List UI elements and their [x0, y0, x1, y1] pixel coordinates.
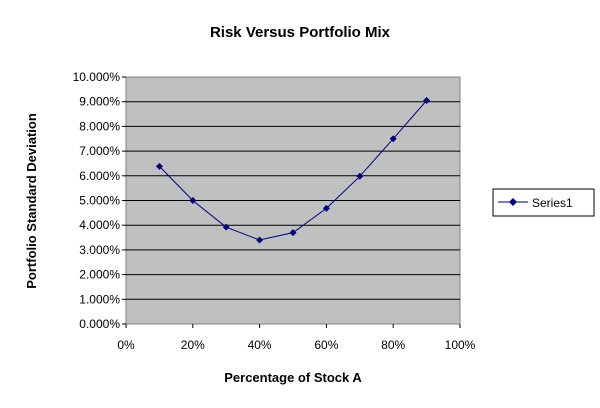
data-point [222, 223, 230, 231]
data-point [423, 96, 431, 104]
x-tick-label: 20% [181, 338, 205, 352]
data-point [389, 135, 397, 143]
data-point [289, 229, 297, 237]
data-point [256, 236, 264, 244]
y-tick-label: 6.000% [79, 169, 120, 183]
legend-label: Series1 [532, 196, 573, 210]
data-point [155, 162, 163, 170]
data-point [356, 172, 364, 180]
x-tick-label: 80% [381, 338, 405, 352]
y-axis-ticks: 0.000% 1.000% 2.000% 3.000% 4.000% 5.000% 6.00… [73, 70, 126, 331]
y-tick-label: 4.000% [79, 218, 120, 232]
series-layer [155, 96, 431, 244]
legend: Series1 [492, 188, 595, 217]
data-point [189, 197, 197, 204]
chart-title: Risk Versus Portfolio Mix [210, 24, 391, 41]
y-tick-label: 1.000% [79, 292, 120, 306]
y-tick-label: 2.000% [79, 268, 120, 282]
x-tick-label: 60% [314, 338, 338, 352]
gridlines [126, 101, 460, 300]
x-tick-label: 0% [117, 338, 135, 352]
y-tick-label: 10.000% [73, 70, 121, 84]
data-point [322, 204, 330, 212]
y-tick-label: 3.000% [79, 243, 120, 257]
y-axis-title: Portfolio Standard Deviation [24, 113, 39, 289]
y-tick-label: 7.000% [79, 144, 120, 158]
y-tick-label: 0.000% [79, 317, 120, 331]
x-tick-label: 100% [445, 338, 476, 352]
y-tick-label: 8.000% [79, 119, 120, 133]
y-tick-label: 9.000% [79, 95, 120, 109]
x-axis-ticks: 0% 20% 40% 60% 80% 100% [117, 324, 476, 352]
y-tick-label: 5.000% [79, 194, 120, 208]
x-axis-title: Percentage of Stock A [224, 370, 362, 385]
x-tick-label: 40% [248, 338, 272, 352]
legend-marker [509, 198, 517, 206]
